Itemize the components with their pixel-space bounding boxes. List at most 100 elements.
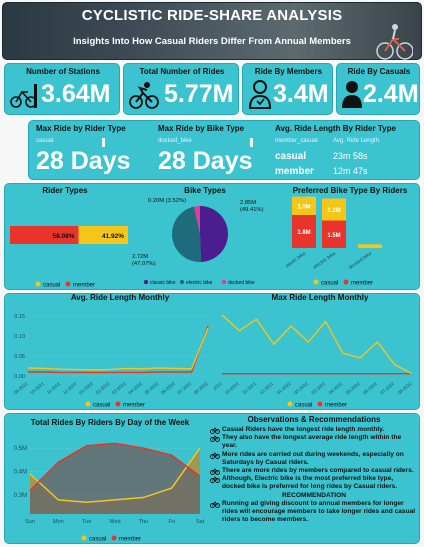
x-tick: 04-2022 bbox=[127, 381, 143, 396]
rider-bar-casual bbox=[78, 226, 128, 244]
pref-x-tick: electric bike bbox=[312, 251, 337, 271]
kpi-label: Total Number of Rides bbox=[139, 67, 225, 76]
observation-item: There are more rides by members compared… bbox=[210, 467, 418, 475]
avg-length-row-value: 12m 47s bbox=[333, 166, 368, 176]
pie-slice-docked-bike bbox=[193, 206, 200, 234]
x-tick: 05-2022 bbox=[345, 381, 361, 396]
legend-member-marker bbox=[65, 281, 71, 287]
dashboard-subtitle: Insights Into How Casual Riders Differ F… bbox=[73, 36, 351, 47]
kpi-label: Ride By Members bbox=[254, 67, 323, 76]
max-ride-bike-value: 28 Days bbox=[158, 147, 253, 175]
kpi-rides-card: Total Number of Rides 5.77M bbox=[123, 63, 239, 115]
kpi-members-card: Ride By Members 3.4M bbox=[242, 63, 333, 115]
casual-person-icon bbox=[342, 81, 362, 108]
y-tick: 0.5M bbox=[14, 446, 27, 452]
legend-member-label: member bbox=[351, 281, 373, 287]
max-ride-bike-sub: docked_bike bbox=[158, 138, 192, 144]
avg-length-col1: member_casual bbox=[275, 138, 318, 144]
legend-casual-marker bbox=[287, 401, 293, 407]
observation-item: Although, Electric bike is the most pref… bbox=[210, 475, 418, 491]
pref-bar-casual bbox=[322, 198, 346, 221]
observations-title: Observations & Recommendations bbox=[247, 415, 381, 424]
pref-bar-casual bbox=[358, 244, 382, 248]
pie-slice-electric-bike bbox=[171, 206, 202, 262]
legend-casual-marker bbox=[313, 279, 319, 285]
max-ride-rider-title: Max Ride by Rider Type bbox=[36, 124, 126, 133]
rider-types-chart: 58.08% 41.92% casual member bbox=[10, 226, 128, 288]
cyclist-photo-icon bbox=[376, 24, 413, 60]
pie-data-label: 2.72M bbox=[132, 254, 148, 260]
x-tick: 05-2022 bbox=[144, 381, 160, 396]
max-ride-rider-sub: casual bbox=[36, 138, 54, 144]
scrollbar bbox=[102, 138, 105, 147]
legend-member-label: member bbox=[325, 403, 347, 409]
header-banner bbox=[2, 2, 422, 60]
legend-marker bbox=[179, 279, 185, 285]
bike-bullet-icon bbox=[210, 435, 220, 443]
kpi-label: Number of Stations bbox=[26, 67, 100, 76]
x-tick: Sun bbox=[25, 519, 35, 525]
observation-item: They also have the longest average ride … bbox=[210, 434, 418, 450]
pie-data-label-pct: (47.07%) bbox=[132, 261, 156, 267]
observation-text: Casual Riders have the longest ride leng… bbox=[222, 426, 385, 433]
bike-bullet-icon bbox=[210, 451, 220, 459]
bike-bullet-icon bbox=[210, 476, 220, 484]
recommendation-title: RECOMMENDATION bbox=[282, 491, 346, 499]
legend-casual-label: casual bbox=[321, 281, 338, 287]
pref-bar-member bbox=[322, 220, 346, 248]
kpi-value: 3.4M bbox=[273, 80, 329, 108]
y-tick: 0.10 bbox=[14, 334, 25, 340]
bike-types-title: Bike Types bbox=[184, 186, 226, 195]
x-tick: 12-2021 bbox=[62, 381, 78, 396]
y-tick: 0.05 bbox=[14, 354, 25, 360]
preferred-bike-title: Preferred Bike Type By Riders bbox=[292, 186, 408, 195]
legend-label: classic bike bbox=[150, 280, 176, 286]
bike-bullet-icon bbox=[210, 501, 220, 508]
x-tick: Mon bbox=[53, 519, 64, 525]
x-tick: Thu bbox=[139, 519, 148, 525]
max-monthly-title: Max Ride Length Monthly bbox=[271, 293, 369, 302]
legend-label: docked bike bbox=[228, 280, 255, 286]
max-ride-rider-value: 28 Days bbox=[36, 147, 131, 175]
legend-casual-marker bbox=[81, 535, 87, 541]
y-tick: 0.3M bbox=[14, 493, 27, 499]
bikes-parked-icon bbox=[10, 84, 37, 108]
rider-types-title: Rider Types bbox=[42, 186, 88, 195]
legend-member-marker bbox=[317, 401, 323, 407]
pref-bar-label: 1.5M bbox=[327, 233, 340, 239]
rider-bar-member bbox=[10, 226, 79, 244]
legend-member-marker bbox=[115, 401, 121, 407]
legend-casual-label: casual bbox=[89, 537, 106, 543]
series-line-member bbox=[29, 442, 201, 492]
x-tick: 01-2022 bbox=[78, 381, 94, 396]
pie-slice-classic-bike bbox=[200, 206, 229, 262]
pref-bar-label: 1.8M bbox=[297, 230, 310, 236]
x-tick: 02-2022 bbox=[293, 381, 309, 396]
weekday-title: Total Rides By Riders By Day of the Week bbox=[30, 418, 190, 427]
x-tick: Sat bbox=[196, 519, 205, 525]
x-tick: 11-2021 bbox=[242, 381, 258, 396]
pref-bar-label: 1.0M bbox=[297, 204, 310, 210]
series-line-member bbox=[28, 325, 209, 374]
x-tick: 06-2022 bbox=[160, 381, 176, 396]
avg-length-col2: Avg. Ride Length bbox=[333, 138, 379, 144]
scrollbar bbox=[250, 138, 253, 147]
y-tick: 0.15 bbox=[14, 314, 25, 320]
kpi-value: 5.77M bbox=[164, 80, 234, 108]
pref-bar-member bbox=[292, 215, 316, 248]
rider-bar-label: 41.92% bbox=[102, 233, 124, 240]
bike-bullet-icon bbox=[210, 468, 220, 475]
rider-bar-label: 58.08% bbox=[52, 233, 74, 240]
x-tick: 02-2022 bbox=[95, 381, 111, 396]
series-line-casual bbox=[29, 447, 201, 503]
legend-marker bbox=[221, 279, 227, 285]
observation-text: More rides are carried out during weeken… bbox=[222, 450, 404, 466]
x-tick: Tue bbox=[82, 519, 91, 525]
x-tick: 09-2021 bbox=[214, 381, 223, 396]
line-row-panel bbox=[4, 293, 420, 410]
pie-data-label: 0.20M (3.52%) bbox=[148, 198, 186, 204]
x-tick: 09-2021 bbox=[13, 381, 29, 396]
x-tick: 10-2021 bbox=[224, 381, 240, 396]
observation-text: They also have the longest average ride … bbox=[222, 434, 402, 450]
legend-casual-marker bbox=[85, 401, 91, 407]
